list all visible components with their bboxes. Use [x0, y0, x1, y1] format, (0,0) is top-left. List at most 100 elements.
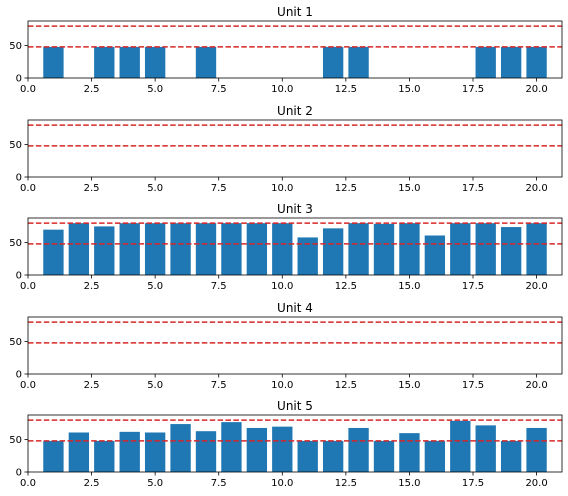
x-tick-label: 15.0 — [398, 478, 420, 489]
x-tick-label: 15.0 — [398, 380, 420, 391]
bar — [170, 223, 191, 275]
y-tick-label: 0 — [16, 370, 22, 381]
x-tick-label: 10.0 — [271, 84, 293, 95]
bar — [195, 431, 217, 472]
y-tick-label: 50 — [9, 337, 22, 348]
y-tick-label: 0 — [16, 468, 22, 479]
bar — [450, 420, 471, 472]
bar — [348, 223, 369, 275]
x-tick-label: 7.5 — [211, 84, 227, 95]
bar — [322, 440, 344, 472]
x-tick-label: 10.0 — [271, 183, 293, 194]
subplot-5: Unit 5 0.0 2.5 5.0 7.5 10.0 12.5 15.0 17.5 20.0 0 5… — [9, 399, 563, 489]
x-tick-label: 0.0 — [20, 478, 36, 489]
x-tick-label: 20.0 — [525, 478, 547, 489]
x-tick-label: 5.0 — [147, 380, 163, 391]
x-tick-label: 2.5 — [84, 183, 100, 194]
bar — [43, 229, 64, 275]
x-tick-label: 15.0 — [398, 183, 420, 194]
x-tick-label: 17.5 — [462, 84, 484, 95]
bar — [373, 440, 395, 472]
subplot-3: Unit 3 0.0 2.5 5.0 7.5 10.0 12.5 15.0 17.5 20.0 0 5… — [9, 202, 563, 292]
bar — [144, 46, 166, 78]
x-tick-label: 12.5 — [335, 84, 357, 95]
bar — [399, 223, 420, 275]
bar — [424, 235, 446, 275]
x-tick-label: 5.0 — [147, 183, 163, 194]
subplot-title: Unit 1 — [277, 5, 313, 19]
x-tick-label: 15.0 — [398, 281, 420, 292]
bar — [195, 46, 217, 78]
bar — [94, 440, 115, 472]
x-tick-label: 0.0 — [20, 281, 36, 292]
bar — [170, 424, 191, 472]
bar — [119, 46, 140, 78]
bar — [348, 46, 369, 78]
subplot-title: Unit 5 — [277, 399, 313, 413]
x-tick-label: 7.5 — [211, 380, 227, 391]
bar — [297, 440, 318, 472]
x-tick-label: 10.0 — [271, 478, 293, 489]
bar — [272, 426, 293, 472]
bar — [475, 223, 496, 275]
x-tick-label: 2.5 — [84, 281, 100, 292]
x-tick-label: 12.5 — [335, 478, 357, 489]
bar — [399, 433, 420, 472]
x-tick-label: 12.5 — [335, 183, 357, 194]
x-tick-label: 20.0 — [525, 380, 547, 391]
axes-frame — [27, 414, 563, 473]
bar — [373, 223, 395, 275]
bar — [475, 425, 496, 472]
x-tick-label: 7.5 — [211, 478, 227, 489]
axes-frame — [27, 20, 563, 79]
bar — [94, 46, 115, 78]
x-tick-label: 2.5 — [84, 478, 100, 489]
y-tick-label: 0 — [16, 271, 22, 282]
bar — [246, 427, 268, 472]
bar — [144, 223, 166, 275]
y-tick-label: 0 — [16, 74, 22, 85]
subplot-1: Unit 1 0.0 2.5 5.0 7.5 10.0 12.5 15.0 17.5 20.0 0 5… — [9, 5, 563, 95]
bar — [500, 440, 522, 472]
x-tick-label: 5.0 — [147, 281, 163, 292]
bar — [221, 223, 242, 275]
subplot-title: Unit 3 — [277, 202, 313, 216]
x-tick-label: 2.5 — [84, 380, 100, 391]
axes-frame — [27, 119, 563, 178]
bar — [43, 46, 64, 78]
bar — [195, 223, 217, 275]
x-tick-label: 10.0 — [271, 281, 293, 292]
bar — [322, 46, 344, 78]
bar — [424, 440, 446, 472]
y-tick-label: 50 — [9, 140, 22, 151]
bar — [119, 431, 140, 472]
x-tick-label: 0.0 — [20, 183, 36, 194]
x-tick-label: 20.0 — [525, 281, 547, 292]
bar — [246, 223, 268, 275]
bar — [500, 46, 522, 78]
bar — [94, 226, 115, 275]
y-tick-label: 0 — [16, 173, 22, 184]
x-tick-label: 17.5 — [462, 183, 484, 194]
x-tick-label: 17.5 — [462, 478, 484, 489]
x-tick-label: 7.5 — [211, 281, 227, 292]
bar — [348, 427, 369, 472]
x-tick-label: 10.0 — [271, 380, 293, 391]
y-tick-label: 50 — [9, 435, 22, 446]
x-tick-label: 17.5 — [462, 281, 484, 292]
x-tick-label: 0.0 — [20, 380, 36, 391]
x-tick-label: 0.0 — [20, 84, 36, 95]
bar — [144, 432, 166, 472]
bar — [68, 223, 90, 275]
bar — [526, 46, 547, 78]
x-tick-label: 17.5 — [462, 380, 484, 391]
x-tick-label: 20.0 — [525, 183, 547, 194]
bar — [450, 223, 471, 275]
bar — [272, 223, 293, 275]
x-tick-label: 12.5 — [335, 281, 357, 292]
subplot-title: Unit 4 — [277, 301, 313, 315]
y-tick-label: 50 — [9, 238, 22, 249]
bar — [526, 427, 547, 472]
x-tick-label: 20.0 — [525, 84, 547, 95]
axes-frame — [27, 217, 563, 276]
